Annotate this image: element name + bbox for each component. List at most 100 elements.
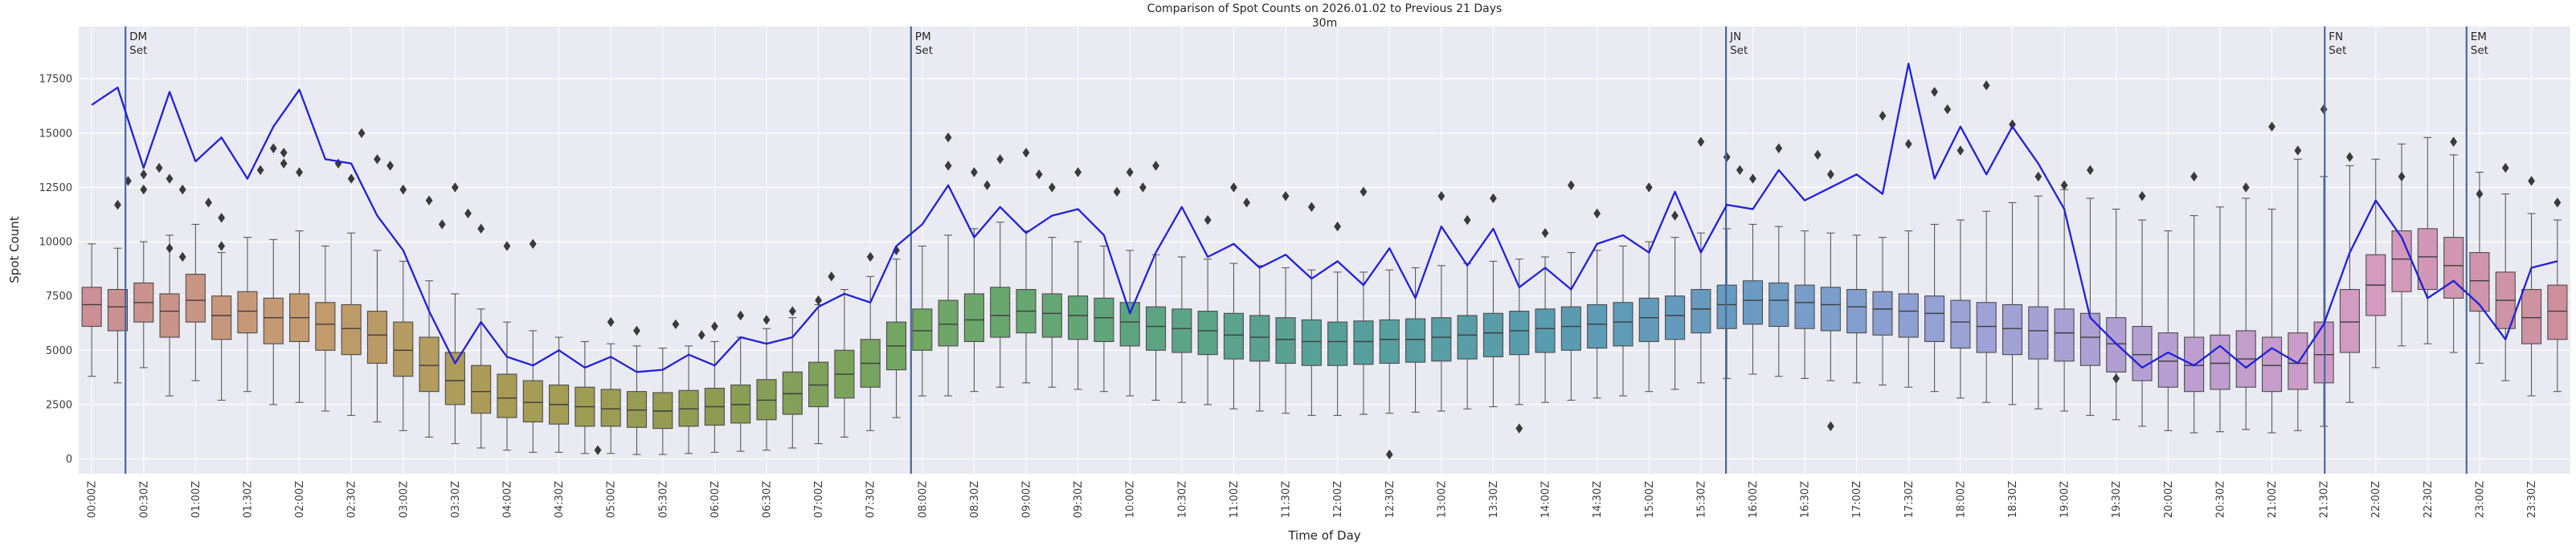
outlier-diamond	[2060, 180, 2068, 190]
box-glyph	[2184, 336, 2205, 393]
outlier-diamond	[1385, 449, 1393, 460]
outlier-diamond	[386, 161, 395, 171]
box-glyph	[1094, 297, 1114, 343]
box-glyph	[1405, 318, 1426, 363]
x-tick-label: 12:00Z	[1332, 481, 1344, 518]
x-tick-label: 11:30Z	[1281, 481, 1293, 518]
sunset-label: JN	[1729, 31, 1741, 43]
outlier-diamond	[140, 169, 148, 180]
box-glyph	[263, 297, 284, 344]
outlier-diamond	[374, 154, 381, 165]
box-glyph	[497, 373, 517, 418]
outlier-diamond	[1490, 193, 1497, 204]
box-glyph	[1249, 315, 1270, 362]
sunset-label: Set	[129, 44, 147, 57]
outlier-diamond	[503, 241, 511, 251]
box-glyph	[1691, 288, 1711, 334]
outlier-diamond	[2138, 191, 2146, 202]
box-glyph	[444, 352, 465, 405]
spot-count-line	[91, 63, 2558, 373]
outlier-diamond	[155, 162, 163, 173]
outlier-diamond	[438, 219, 446, 230]
box-glyph	[1119, 302, 1140, 347]
y-tick-label: 5000	[46, 345, 72, 357]
outlier-diamond	[1437, 191, 1445, 202]
box-glyph	[1560, 306, 1581, 351]
outlier-diamond	[737, 310, 745, 321]
y-tick-label: 15000	[39, 128, 72, 140]
plot-background	[79, 26, 2570, 474]
outlier-diamond	[866, 251, 874, 263]
box-glyph	[2521, 288, 2542, 344]
box-glyph	[1145, 306, 1167, 351]
outlier-diamond	[2501, 162, 2509, 173]
sunset-label: Set	[2329, 44, 2346, 57]
outlier-diamond	[1749, 173, 1756, 184]
box-glyph	[1665, 295, 1686, 340]
sunset-label: EM	[2471, 31, 2487, 43]
outlier-diamond	[1113, 186, 1121, 198]
box-glyph	[2028, 306, 2049, 360]
x-tick-label: 10:00Z	[1125, 481, 1137, 518]
x-tick-label: 22:30Z	[2423, 481, 2435, 518]
box-glyph	[1482, 312, 1504, 357]
x-tick-label: 06:30Z	[762, 481, 774, 518]
x-tick-label: 21:30Z	[2319, 481, 2331, 518]
x-tick-label: 11:00Z	[1229, 481, 1241, 518]
box-glyph	[2417, 228, 2438, 291]
x-tick-label: 08:00Z	[917, 481, 929, 518]
box-glyph	[990, 287, 1011, 338]
box-glyph	[2002, 303, 2023, 356]
x-axis-label: Time of Day	[1288, 528, 1361, 543]
x-tick-label: 02:30Z	[346, 481, 358, 518]
box-glyph	[1223, 312, 1244, 360]
box-glyph	[938, 299, 959, 347]
box-glyph	[2157, 332, 2178, 388]
box-glyph	[1820, 287, 1841, 332]
x-tick-label: 04:00Z	[501, 481, 513, 518]
outlier-diamond	[1736, 165, 1744, 175]
x-tick-label: 16:00Z	[1748, 481, 1760, 518]
box-glyph	[2391, 230, 2412, 292]
x-tick-label: 17:00Z	[1851, 481, 1863, 518]
box-glyph	[419, 336, 440, 393]
outlier-diamond	[983, 180, 991, 190]
box-glyph	[963, 293, 984, 343]
outlier-diamond	[1879, 110, 1887, 121]
outlier-diamond	[944, 132, 952, 143]
x-tick-label: 09:30Z	[1073, 481, 1085, 518]
outlier-diamond	[1230, 182, 1237, 193]
box-glyph	[185, 274, 206, 323]
outlier-diamond	[1022, 147, 1030, 158]
x-tick-label: 20:00Z	[2163, 481, 2175, 518]
outlier-diamond	[1463, 214, 1471, 226]
outlier-diamond	[828, 271, 836, 282]
box-glyph	[315, 302, 336, 351]
x-tick-label: 18:00Z	[1955, 481, 1967, 518]
y-tick-label: 2500	[46, 399, 72, 411]
box-glyph	[1976, 302, 1997, 353]
box-glyph	[2547, 284, 2568, 340]
outlier-diamond	[2554, 198, 2562, 208]
outlier-diamond	[1243, 198, 1250, 208]
outlier-diamond	[1813, 149, 1822, 161]
outlier-diamond	[1697, 136, 1705, 147]
outlier-diamond	[218, 241, 226, 251]
outlier-diamond	[2346, 152, 2353, 162]
box-glyph	[393, 321, 414, 377]
outlier-diamond	[2242, 182, 2250, 193]
box-glyph	[912, 308, 933, 351]
outlier-diamond	[1139, 182, 1147, 193]
box-glyph	[1379, 319, 1400, 365]
y-axis-label: Spot Count	[7, 216, 22, 283]
outlier-diamond	[1035, 169, 1043, 180]
box-glyph	[159, 293, 180, 338]
box-glyph	[1041, 293, 1062, 338]
box-glyph	[341, 303, 362, 356]
outlier-diamond	[788, 306, 796, 316]
outlier-diamond	[711, 321, 718, 332]
outlier-diamond	[205, 198, 212, 208]
outlier-diamond	[1126, 167, 1134, 177]
box-glyph	[366, 311, 388, 365]
